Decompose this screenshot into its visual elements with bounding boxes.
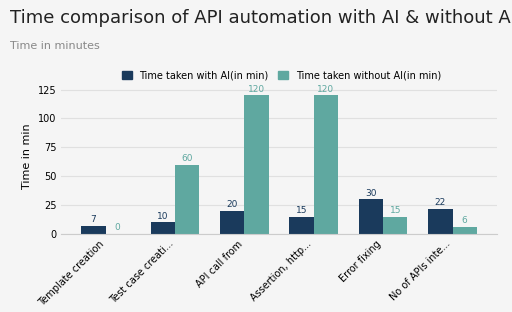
Text: 20: 20: [226, 200, 238, 209]
Text: 22: 22: [435, 198, 446, 207]
Text: 30: 30: [365, 188, 377, 197]
Text: 0: 0: [115, 223, 120, 232]
Bar: [151, 222, 175, 234]
Text: 15: 15: [390, 206, 401, 215]
Text: 15: 15: [296, 206, 307, 215]
Bar: [359, 199, 383, 234]
Text: 6: 6: [462, 216, 467, 225]
Text: 60: 60: [181, 154, 193, 163]
Bar: [175, 165, 199, 234]
Bar: [453, 227, 477, 234]
Text: 10: 10: [157, 212, 168, 221]
Bar: [428, 209, 453, 234]
Text: Time in minutes: Time in minutes: [10, 41, 100, 51]
Text: 7: 7: [91, 215, 96, 224]
Bar: [314, 95, 338, 234]
Text: Time comparison of API automation with AI & without AI: Time comparison of API automation with A…: [10, 9, 512, 27]
Bar: [289, 217, 314, 234]
Bar: [383, 217, 408, 234]
Bar: [244, 95, 269, 234]
Text: 120: 120: [248, 85, 265, 94]
Bar: [220, 211, 244, 234]
Y-axis label: Time in min: Time in min: [23, 123, 32, 189]
Text: 120: 120: [317, 85, 334, 94]
Bar: [81, 226, 105, 234]
Legend: Time taken with AI(in min), Time taken without AI(in min): Time taken with AI(in min), Time taken w…: [119, 67, 444, 83]
